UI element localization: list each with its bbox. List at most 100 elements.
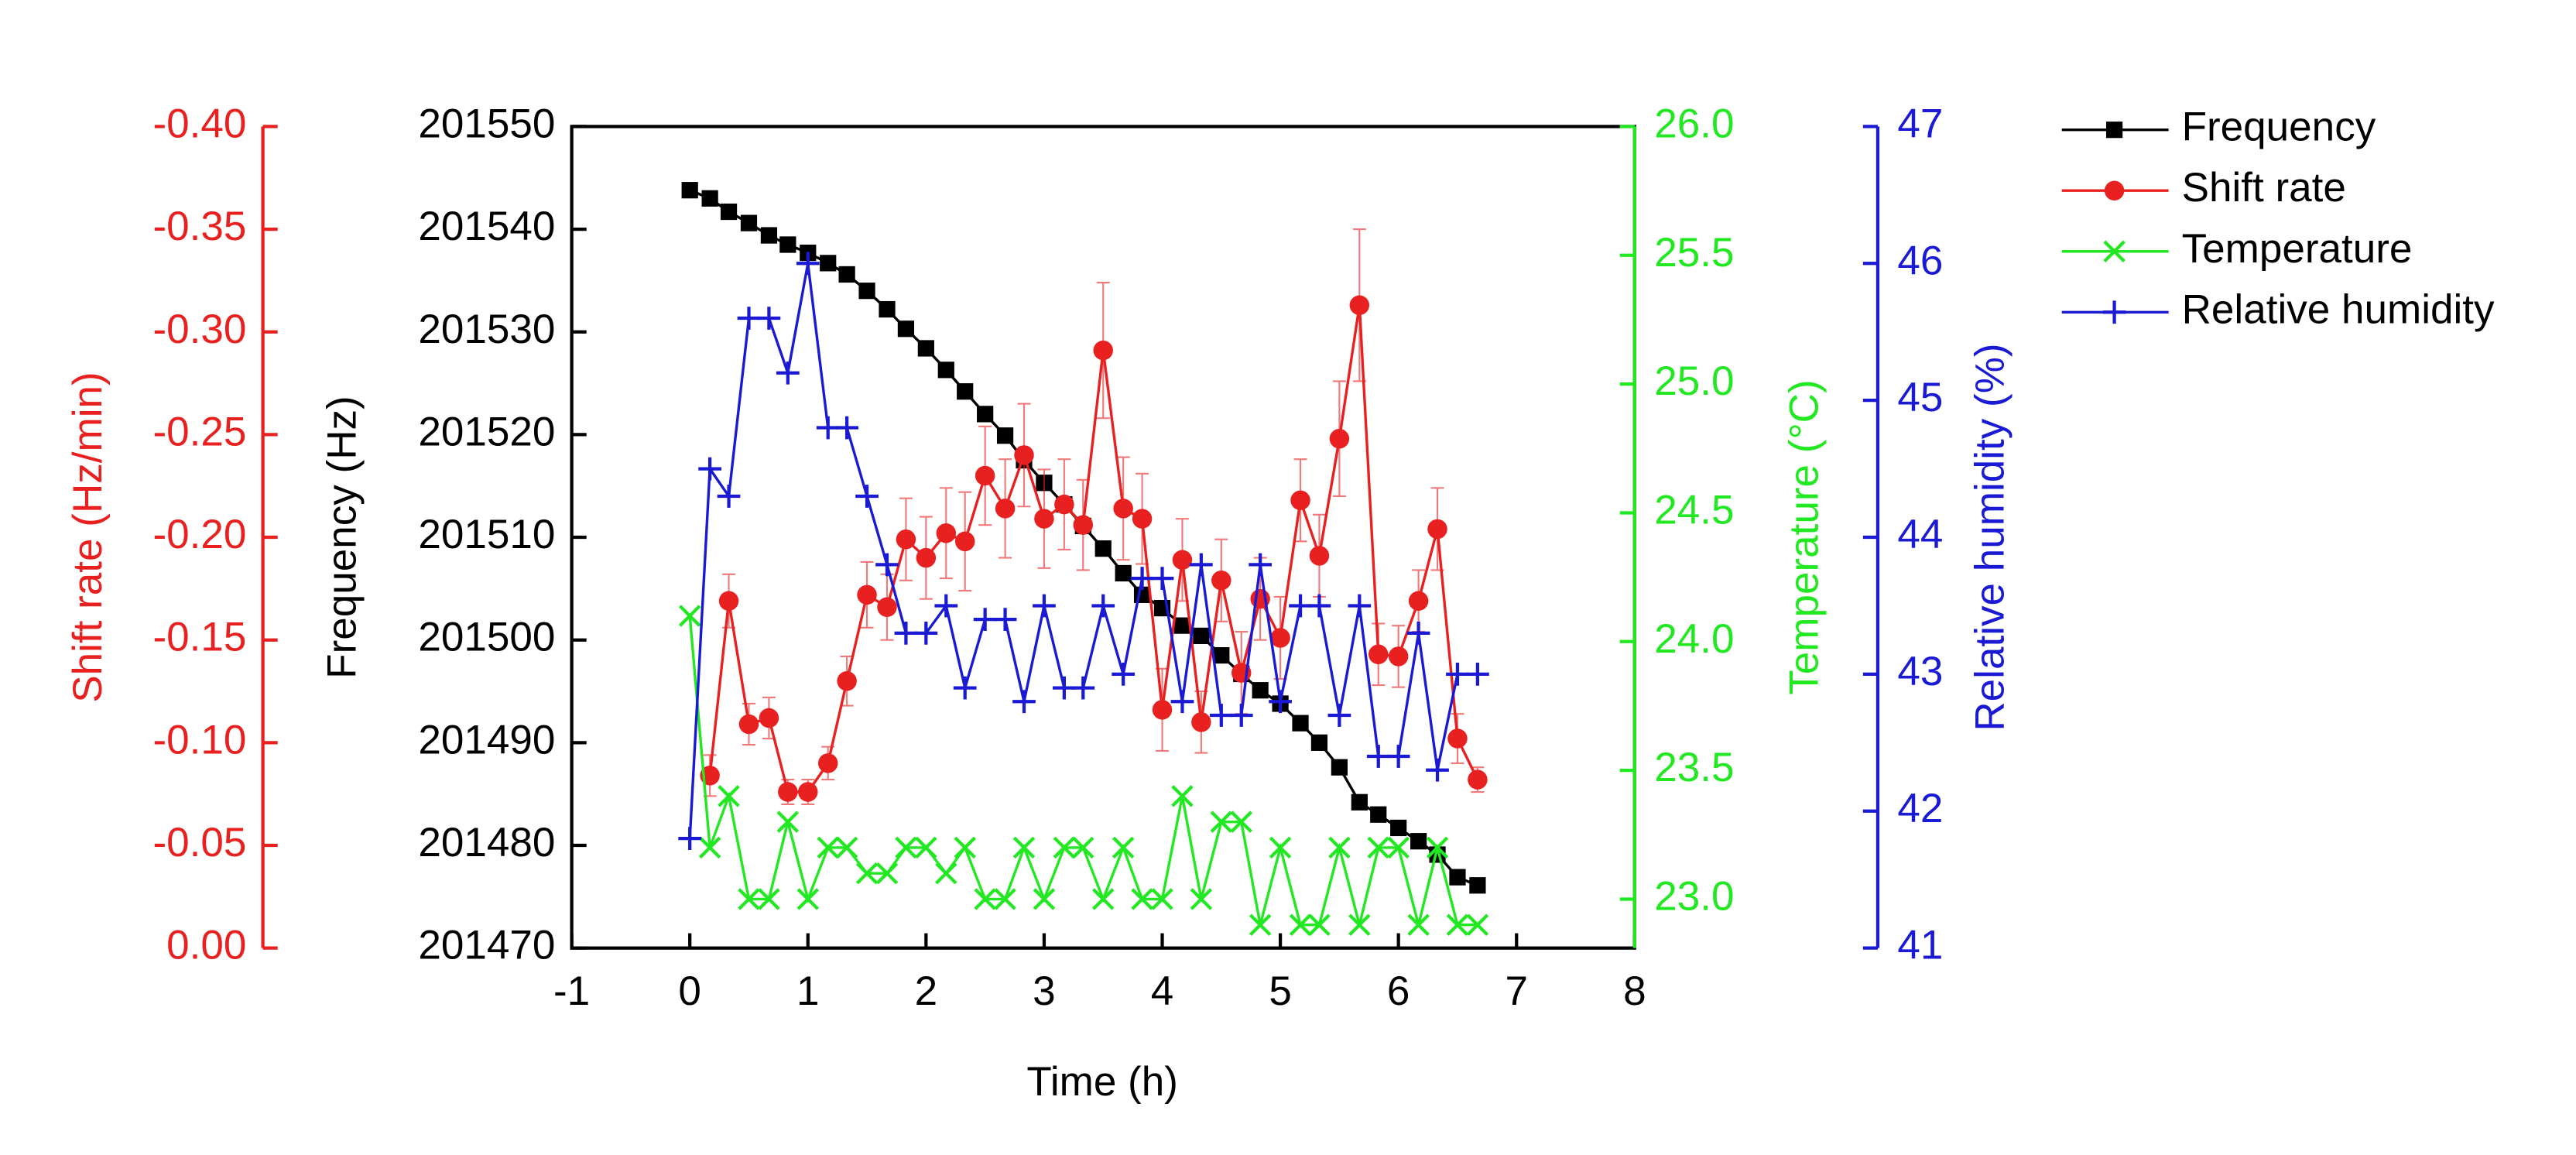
point bbox=[1449, 869, 1466, 886]
point bbox=[1368, 644, 1389, 665]
y3-axis-label: Temperature (°C) bbox=[1782, 379, 1828, 694]
point bbox=[953, 676, 977, 700]
point bbox=[1210, 811, 1233, 833]
point bbox=[1193, 627, 1210, 645]
point bbox=[1151, 888, 1173, 910]
y-tick-label: 201510 bbox=[418, 512, 555, 557]
point bbox=[1406, 621, 1430, 645]
point bbox=[837, 671, 857, 691]
point bbox=[701, 190, 718, 207]
y2-tick-label: -0.40 bbox=[152, 101, 246, 146]
series-line bbox=[688, 615, 1478, 927]
y3-tick-label: 23.5 bbox=[1654, 745, 1734, 790]
point bbox=[935, 862, 957, 885]
point bbox=[1307, 594, 1331, 618]
point bbox=[1327, 704, 1351, 727]
point bbox=[1310, 734, 1328, 751]
legend-marker bbox=[2103, 240, 2126, 262]
point bbox=[1150, 567, 1174, 590]
x-tick-label: 2 bbox=[915, 968, 938, 1014]
point bbox=[1213, 646, 1230, 664]
point bbox=[1426, 758, 1449, 782]
point bbox=[1289, 913, 1312, 936]
point bbox=[1328, 836, 1351, 859]
point bbox=[1094, 540, 1112, 557]
y2-tick-label: -0.05 bbox=[152, 820, 246, 865]
point bbox=[1468, 769, 1488, 790]
legend-marker bbox=[2104, 180, 2125, 200]
point bbox=[954, 531, 975, 552]
point bbox=[1329, 428, 1350, 449]
y2-tick-label: -0.30 bbox=[152, 307, 246, 352]
point bbox=[915, 836, 937, 859]
y4-tick-label: 45 bbox=[1897, 375, 1943, 420]
point bbox=[1113, 499, 1133, 519]
x-tick-label: 6 bbox=[1387, 968, 1410, 1014]
point bbox=[1446, 913, 1469, 936]
point bbox=[1370, 806, 1387, 823]
y-tick-label: 201540 bbox=[418, 204, 555, 249]
point bbox=[1427, 519, 1447, 540]
y4-tick-label: 41 bbox=[1897, 923, 1943, 968]
point bbox=[1073, 515, 1094, 535]
y-axis-label: Frequency (Hz) bbox=[320, 396, 365, 679]
point bbox=[798, 782, 818, 802]
y4-tick-label: 42 bbox=[1897, 786, 1943, 831]
point bbox=[738, 714, 759, 735]
point bbox=[1290, 490, 1310, 511]
point bbox=[758, 888, 780, 910]
legend-label: Shift rate bbox=[2182, 165, 2346, 211]
point bbox=[1269, 836, 1292, 859]
point bbox=[895, 836, 917, 859]
point bbox=[1407, 913, 1430, 936]
y2-tick-label: 0.00 bbox=[166, 923, 246, 968]
point bbox=[776, 811, 800, 833]
point bbox=[1249, 553, 1273, 577]
point bbox=[1309, 546, 1330, 566]
point bbox=[1466, 663, 1489, 686]
point bbox=[1367, 836, 1389, 859]
point bbox=[897, 320, 915, 338]
y3-tick-label: 25.5 bbox=[1654, 230, 1734, 276]
point bbox=[877, 597, 897, 617]
legend-label: Temperature bbox=[2182, 226, 2413, 272]
y2-tick-label: -0.25 bbox=[152, 409, 246, 454]
point bbox=[681, 182, 698, 199]
point bbox=[1191, 712, 1211, 732]
point bbox=[817, 836, 839, 859]
point bbox=[917, 340, 934, 357]
y4-axis-label: Relative humidity (%) bbox=[1968, 343, 2013, 731]
point bbox=[838, 266, 855, 283]
point bbox=[1132, 509, 1153, 529]
point bbox=[1091, 594, 1115, 618]
y3-tick-label: 25.0 bbox=[1654, 358, 1734, 404]
point bbox=[1252, 682, 1269, 699]
point bbox=[1053, 836, 1076, 859]
point bbox=[857, 584, 877, 605]
point bbox=[1390, 819, 1407, 837]
point bbox=[817, 753, 838, 773]
point bbox=[1348, 594, 1372, 618]
point bbox=[1171, 785, 1194, 807]
x-tick-label: 1 bbox=[796, 968, 820, 1014]
y4-tick-label: 46 bbox=[1897, 238, 1943, 283]
y-tick-label: 201480 bbox=[418, 820, 555, 865]
point bbox=[1131, 888, 1153, 910]
y-tick-label: 201530 bbox=[418, 307, 555, 352]
y3-tick-label: 23.0 bbox=[1654, 873, 1734, 919]
point bbox=[718, 785, 740, 807]
point bbox=[1012, 690, 1036, 714]
y3-tick-label: 26.0 bbox=[1654, 101, 1734, 146]
x-tick-label: 0 bbox=[678, 968, 701, 1014]
point bbox=[1072, 836, 1094, 859]
point bbox=[1112, 663, 1136, 686]
point bbox=[1292, 715, 1309, 732]
point bbox=[993, 608, 1017, 632]
point bbox=[855, 485, 879, 508]
point bbox=[996, 427, 1014, 444]
point bbox=[678, 605, 701, 627]
legend-marker bbox=[2102, 300, 2126, 324]
y-tick-label: 201550 bbox=[418, 101, 555, 146]
point bbox=[1249, 913, 1272, 936]
